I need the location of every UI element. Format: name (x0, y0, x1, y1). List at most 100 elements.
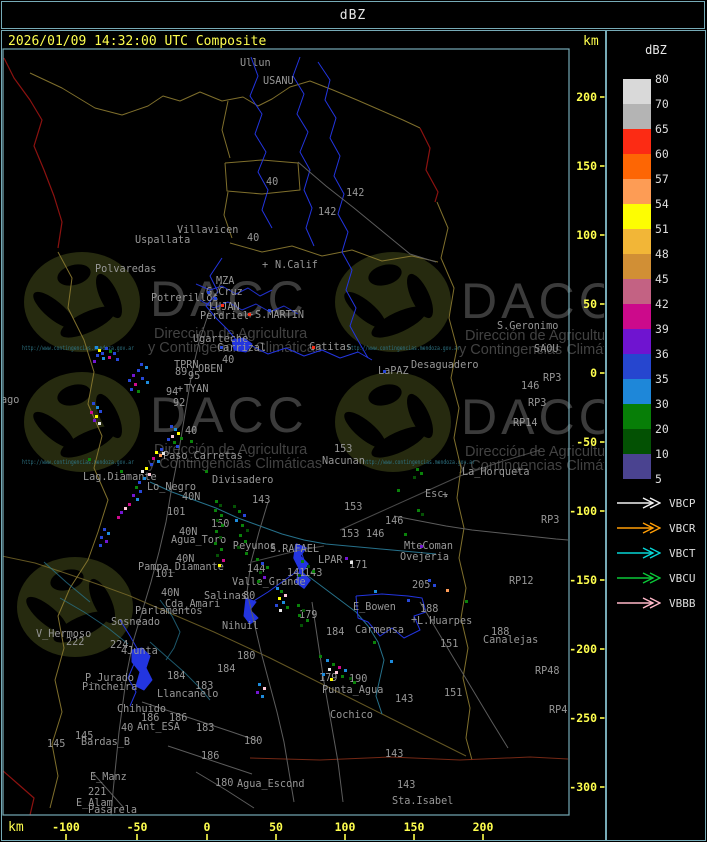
colorbar-block (623, 354, 651, 379)
map-place-label: 184 (217, 664, 235, 675)
map-place-label: Carmensa (355, 625, 404, 636)
watermark-url: http://www.contingencias.mendoza.gov.ar (363, 458, 475, 466)
vbcp-arrow-icon (617, 497, 661, 509)
map-place-label: RP4 (549, 705, 567, 716)
radar-echo-cell (307, 565, 310, 568)
map-place-label: 153 (334, 444, 352, 455)
radar-echo-cell (350, 561, 353, 564)
watermark-acronym: DACC (150, 387, 308, 443)
radar-echo-cell (397, 489, 400, 492)
radar-echo-cell (237, 546, 240, 549)
map-place-label: Reyunos (233, 541, 276, 552)
map-line (3, 555, 467, 757)
map-place-label: Sta.Isabel (392, 796, 453, 807)
radar-echo-cell (146, 381, 149, 384)
map-place-label: 89 (175, 367, 187, 378)
radar-echo-cell (220, 548, 223, 551)
map-frame: DACC Dirección de Agricultura y Contingenc… (1, 30, 606, 841)
map-place-label: 40N (179, 527, 197, 538)
colorbar-block (623, 204, 651, 229)
map-place-label: 153 (344, 502, 362, 513)
radar-echo-cell (257, 580, 260, 583)
colorbar-block (623, 254, 651, 279)
map-place-label: TPRN (174, 360, 199, 371)
map-place-label: MZA (216, 276, 234, 287)
map-line (149, 481, 437, 555)
radar-echo-cell (215, 530, 218, 533)
dacc-logo-watermark (335, 372, 451, 472)
map-place-label: 142 (318, 207, 336, 218)
radar-echo-cell (120, 470, 123, 473)
radar-echo-cell (117, 516, 120, 519)
colorbar-block (623, 279, 651, 304)
radar-echo-cell (173, 441, 176, 444)
map-place-label: + (262, 260, 268, 271)
radar-echo-cell (88, 458, 91, 461)
vector-legend-label: VBCP (669, 496, 696, 510)
map-place-label: Desaguadero (411, 360, 478, 371)
timestamp: 2026/01/09 14:32:00 UTC Composite (8, 34, 266, 49)
map-line (49, 251, 109, 809)
map-line (131, 647, 153, 691)
map-line (195, 771, 255, 809)
map-line (3, 57, 63, 249)
map-place-label: Lag.Diamante (83, 472, 157, 483)
radar-echo-cell (107, 532, 110, 535)
colorbar-block (623, 404, 651, 429)
map-place-label: Divisadero (212, 475, 273, 486)
scale-panel: dBZ 80 70 65 60 57 54 51 48 45 42 39 36 35 30 20 10 5 VB… (606, 30, 706, 841)
map-place-label: 188 (491, 627, 509, 638)
map-place-label: 4Junta (121, 646, 158, 657)
radar-echo-cell (99, 410, 102, 413)
map-place-label: + (442, 490, 448, 501)
radar-echo-cell (256, 691, 259, 694)
radar-echo-cell (300, 624, 303, 627)
radar-echo-cell (105, 540, 108, 543)
map-place-label: 188 (420, 604, 438, 615)
map-place-label: 101 (155, 569, 173, 580)
dacc-logo-watermark (24, 372, 140, 472)
radar-echo-cell (137, 369, 140, 372)
map-place-label: 40N (161, 588, 179, 599)
map-line (205, 257, 239, 343)
map-place-label: 145 (75, 731, 93, 742)
map-place-label: Uspallata (135, 235, 190, 246)
y-axis-tick-label: 150 (576, 159, 597, 173)
radar-echo-cell (216, 519, 219, 522)
svg-text:y Contingencias Climáticas: y Contingencias Climáticas (459, 342, 605, 358)
map-place-label: SAOU (534, 344, 559, 355)
radar-echo-cell (312, 346, 315, 349)
colorbar-boundary-label: 36 (655, 347, 669, 361)
radar-echo-cell (130, 388, 133, 391)
vector-legend-row: VBCU (615, 571, 696, 585)
x-axis-tick-label: 50 (269, 820, 283, 834)
vbct-arrow-icon (617, 547, 661, 559)
radar-echo-cell (263, 576, 266, 579)
map-place-label: 143 (252, 495, 270, 506)
map-line (229, 242, 439, 263)
colorbar-boundary-label: 65 (655, 122, 669, 136)
radar-echo-cell (349, 677, 352, 680)
map-line (159, 599, 181, 661)
map-place-label: 179 (319, 673, 337, 684)
radar-echo-cell (344, 669, 347, 672)
map-line (251, 547, 305, 603)
colorbar-block (623, 304, 651, 329)
x-axis-tick-label: -100 (52, 820, 80, 834)
colorbar-boundary-label: 42 (655, 297, 669, 311)
radar-echo-cell (143, 477, 146, 480)
map-place-label: USANU (263, 76, 294, 87)
radar-echo-cell (276, 587, 279, 590)
colorbar-boundary-label: 57 (655, 172, 669, 186)
map-line (249, 56, 273, 229)
map-place-label: 143 (385, 749, 403, 760)
radar-echo-cell (284, 594, 287, 597)
colorbar-block (623, 454, 651, 479)
colorbar-boundary-label: 54 (655, 197, 669, 211)
map-place-label: 143 (395, 694, 413, 705)
radar-echo-cell (322, 673, 325, 676)
map-place-label: 221 (88, 787, 106, 798)
y-axis-tick-label: 100 (576, 228, 597, 242)
radar-echo-cell (141, 470, 144, 473)
radar-echo-cell (278, 597, 281, 600)
